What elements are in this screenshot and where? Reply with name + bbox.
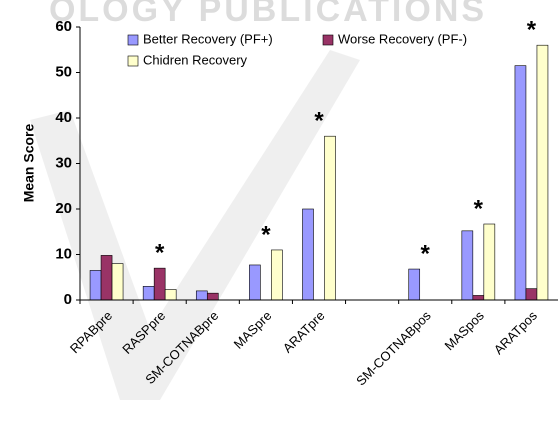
annotation: * bbox=[421, 240, 431, 267]
legend-swatch bbox=[127, 55, 139, 67]
bar bbox=[249, 264, 261, 301]
legend-label: Worse Recovery (PF-) bbox=[338, 31, 467, 46]
bar bbox=[153, 267, 166, 301]
bar bbox=[89, 270, 102, 301]
bar bbox=[525, 288, 538, 301]
bar bbox=[483, 223, 496, 301]
y-tick-label: 50 bbox=[55, 63, 72, 80]
watermark: OLOGY PUBLICATIONS bbox=[49, 0, 487, 29]
bar bbox=[536, 44, 549, 301]
annotation: * bbox=[155, 239, 165, 266]
y-tick-label: 40 bbox=[55, 109, 72, 126]
x-tick-label: ARATpre bbox=[280, 308, 328, 356]
y-tick-label: 30 bbox=[55, 154, 72, 171]
legend-swatch bbox=[127, 34, 139, 46]
bar bbox=[164, 289, 177, 301]
legend-swatch bbox=[322, 34, 334, 46]
annotation: * bbox=[261, 221, 271, 248]
annotation: * bbox=[474, 195, 484, 222]
x-tick-label: SM-COTNABpos bbox=[353, 308, 434, 389]
bar bbox=[111, 263, 124, 301]
legend-label: Better Recovery (PF+) bbox=[143, 31, 273, 46]
legend-label: Chidren Recovery bbox=[143, 52, 248, 67]
bar bbox=[195, 290, 208, 301]
x-tick-label: MASpre bbox=[231, 308, 275, 352]
bar bbox=[302, 208, 314, 301]
y-tick-label: 0 bbox=[64, 291, 72, 308]
y-tick-label: 60 bbox=[55, 18, 72, 35]
bar bbox=[100, 255, 113, 301]
bar bbox=[142, 286, 155, 301]
bar bbox=[461, 230, 474, 301]
x-tick-label: ARATpos bbox=[491, 308, 541, 358]
bar bbox=[206, 292, 219, 301]
bar bbox=[472, 295, 485, 301]
x-tick-label: MASpos bbox=[442, 308, 488, 354]
y-tick-label: 10 bbox=[55, 245, 72, 262]
bar bbox=[408, 268, 421, 301]
bar bbox=[514, 65, 527, 301]
y-tick-label: 20 bbox=[55, 200, 72, 217]
bar bbox=[271, 249, 283, 301]
y-axis-label: Mean Score bbox=[21, 123, 37, 202]
watermark-shape bbox=[30, 50, 360, 400]
annotation: * bbox=[314, 108, 324, 135]
bar bbox=[324, 135, 336, 301]
annotation: * bbox=[527, 17, 537, 44]
